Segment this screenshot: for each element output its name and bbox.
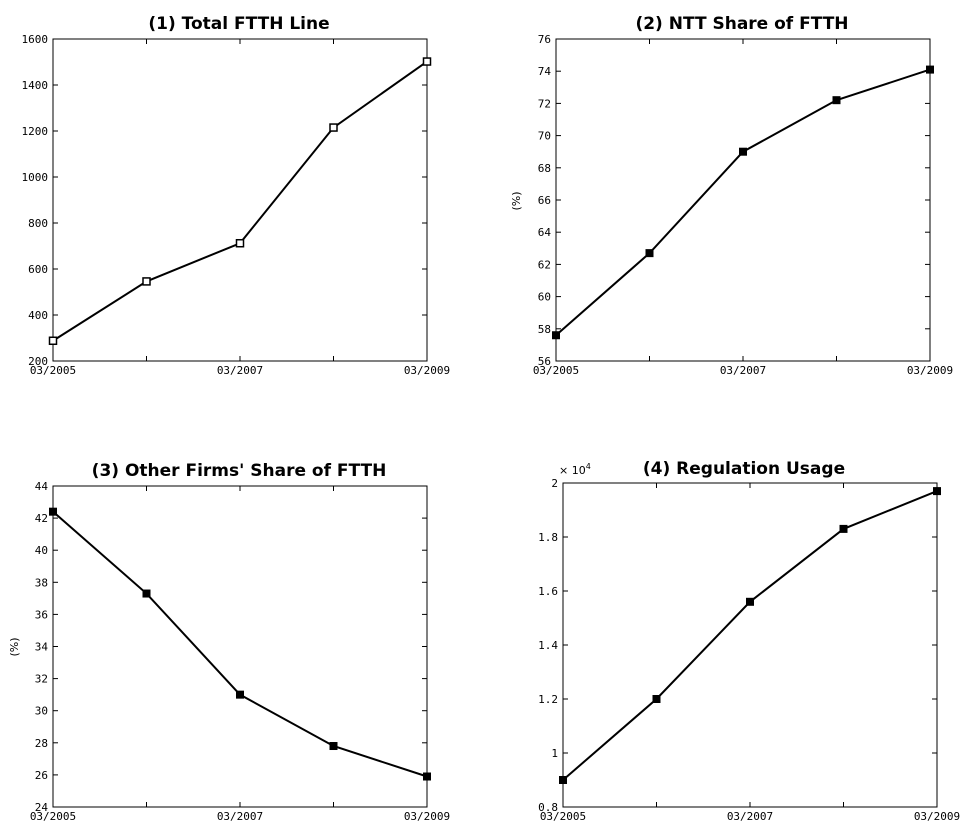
panel-3-ytick-label: 32 [35, 673, 48, 686]
panel-2-xtick-label: 03/2007 [720, 364, 766, 377]
panel-3-ytick-label: 40 [35, 544, 48, 557]
panel-3-xticks: 03/2005 03/2007 03/2009 [30, 486, 450, 823]
panel-2-ytick-label: 70 [538, 130, 551, 143]
panel-2-ytick-label: 64 [538, 226, 552, 239]
panel-2-data-point [833, 97, 840, 104]
panel-4-ytick-label: 2 [551, 477, 558, 490]
panel-3-ytick-label: 36 [35, 608, 48, 621]
panel-3-ytick-label: 26 [35, 769, 48, 782]
panel-4-data-point [934, 488, 941, 495]
panel-2-ytick-label: 62 [538, 258, 551, 271]
panel-3-data-point [143, 590, 150, 597]
panel-4-y-multiplier: × 104 [559, 462, 591, 477]
panel-2-ytick-label: 74 [538, 65, 552, 78]
panel-4-series-line [563, 491, 937, 780]
panel-3-title: (3) Other Firms' Share of FTTH [92, 461, 387, 481]
panel-3-ytick-label: 42 [35, 512, 48, 525]
panel-1-ytick-label: 1400 [22, 79, 49, 92]
panel-4-data-point [653, 696, 660, 703]
panel-4-xtick-label: 03/2005 [540, 810, 586, 823]
panel-3-markers [50, 508, 431, 780]
panel-2-xtick-label: 03/2009 [907, 364, 953, 377]
panel-1-data-point [50, 337, 57, 344]
panel-2-ytick-label: 58 [538, 323, 551, 336]
panel-2-data-point [646, 250, 653, 257]
panel-3-ytick-label: 30 [35, 705, 48, 718]
panel-4-ytick-label: 1.8 [538, 531, 558, 544]
panel-2-xtick-label: 03/2005 [533, 364, 579, 377]
panel-2-yticks: 56 58 60 62 64 66 68 70 72 74 76 [538, 33, 930, 368]
panel-3-xtick-label: 03/2007 [217, 810, 263, 823]
panel-2-data-point [740, 148, 747, 155]
panel-4-ytick-label: 1.2 [538, 693, 558, 706]
panel-3-ylabel: (%) [8, 637, 21, 656]
panel-1-series-line [53, 62, 427, 341]
panel-1-data-point [237, 240, 244, 247]
panel-1: (1) Total FTTH Line 200 400 600 800 1000 1200… [0, 0, 450, 377]
panel-2: (2) NTT Share of FTTH (%) 56 58 60 62 64 66 68… [0, 0, 953, 377]
panel-2-ytick-label: 72 [538, 97, 551, 110]
panel-3-data-point [330, 743, 337, 750]
panel-1-ytick-label: 800 [28, 217, 48, 230]
panel-3-series-line [53, 512, 427, 777]
panel-1-title: (1) Total FTTH Line [148, 14, 329, 34]
panel-3-xtick-label: 03/2009 [404, 810, 450, 823]
panel-3-ytick-label: 34 [35, 641, 49, 654]
panel-1-yticks: 2004006008001000120014001600 [22, 33, 428, 368]
panel-2-title: (2) NTT Share of FTTH [635, 14, 848, 34]
panel-2-ytick-label: 60 [538, 291, 551, 304]
panel-1-ytick-label: 1200 [22, 125, 49, 138]
panel-4-xtick-label: 03/2007 [727, 810, 773, 823]
panel-3-ytick-label: 28 [35, 737, 48, 750]
panel-3-yticks: 24 26 28 30 32 34 36 38 40 42 44 [35, 480, 427, 814]
panel-3-xtick-label: 03/2005 [30, 810, 76, 823]
panel-1-data-point [143, 278, 150, 285]
panel-3-ytick-label: 44 [35, 480, 49, 493]
panel-4-markers [560, 488, 941, 784]
panel-2-markers [553, 66, 934, 339]
panel-4-y-multiplier-base: × 10 [559, 464, 586, 477]
panel-3: (3) Other Firms' Share of FTTH (%) 24262… [0, 0, 450, 823]
panel-1-xtick-label: 03/2005 [30, 364, 76, 377]
panel-1-data-point [330, 124, 337, 131]
panel-4-ytick-label: 1.4 [538, 639, 558, 652]
panel-2-ylabel: (%) [510, 191, 523, 210]
panel-2-series-line [556, 70, 930, 336]
panel-4-yticks: 0.8 1 1.2 1.4 1.6 1.8 2 [538, 477, 937, 814]
panel-4-data-point [747, 598, 754, 605]
panel-4-ytick-label: 1.6 [538, 585, 558, 598]
panel-3-data-point [50, 508, 57, 515]
panel-1-data-point [424, 58, 431, 65]
panel-1-ytick-label: 600 [28, 263, 48, 276]
panel-4-data-point [840, 525, 847, 532]
panel-2-ytick-label: 76 [538, 33, 551, 46]
panel-2-ytick-label: 68 [538, 162, 551, 175]
panel-1-ytick-label: 400 [28, 309, 48, 322]
panel-3-ytick-label: 38 [35, 576, 48, 589]
panel-1-xtick-label: 03/2007 [217, 364, 263, 377]
panel-2-data-point [927, 66, 934, 73]
panel-4-xtick-label: 03/2009 [914, 810, 960, 823]
panel-3-data-point [424, 773, 431, 780]
panel-1-xtick-label: 03/2009 [404, 364, 450, 377]
panel-4-data-point [560, 777, 567, 784]
panel-3-data-point [237, 691, 244, 698]
panel-4-axes [563, 483, 937, 807]
panel-4-title: (4) Regulation Usage [643, 459, 845, 479]
panel-2-ytick-label: 66 [538, 194, 551, 207]
panel-1-ytick-label: 1000 [22, 171, 49, 184]
panel-4-ytick-label: 1 [551, 747, 558, 760]
panel-4-y-multiplier-exponent: 4 [586, 462, 591, 471]
panel-1-markers [50, 58, 431, 344]
panel-1-ytick-label: 1600 [22, 33, 49, 46]
panel-4: (4) Regulation Usage × 104 0.8 1 1.2 1.4 1.6… [538, 459, 960, 823]
panel-2-data-point [553, 332, 560, 339]
panel-1-axes [53, 39, 427, 361]
panel-2-xticks: 03/2005 03/2007 03/2009 [533, 39, 953, 377]
panel-4-xticks: 03/2005 03/2007 03/2009 [540, 483, 960, 823]
